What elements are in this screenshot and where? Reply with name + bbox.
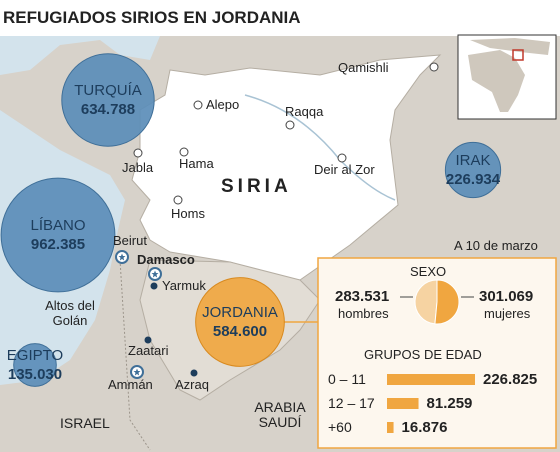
inset-eurasia [470,38,550,55]
country-label: SIRIA [221,176,292,197]
age-bar [387,398,419,409]
sex-title: SEXO [410,264,447,279]
bubble [444,141,502,199]
sea [0,36,160,75]
region-label: ARABIA SAUDÍ [254,399,306,430]
sex-name: hombres [338,306,389,321]
city-label: Beirut [113,233,147,248]
age-title: GRUPOS DE EDAD [364,347,482,362]
age-label: 0 – 11 [328,371,366,387]
capital-star [118,253,126,261]
bubble [13,343,57,387]
bubble-value: 135.030 [7,366,63,383]
bubble-value: 962.385 [30,236,86,253]
city-label: Homs [171,206,205,221]
age-bar [387,374,475,385]
age-value: 81.259 [426,395,473,412]
date-note: A 10 de marzo [454,238,538,253]
bubble-value: 584.600 [212,323,268,340]
inset-marker [512,49,524,61]
title: REFUGIADOS SIRIOS EN JORDANIA [3,8,301,27]
pie-slice [434,279,460,325]
city-label: Raqqa [285,104,324,119]
sex-value: 301.069 [479,288,534,305]
city-marker [429,62,439,72]
sex-value: 283.531 [335,288,390,305]
pie-slice [414,279,438,325]
age-label: +60 [328,419,352,435]
sex-name: mujeres [484,306,531,321]
region-label: ISRAEL [60,415,110,431]
city-label: Zaatari [128,343,169,358]
city-marker [285,120,295,130]
city-label: Qamishli [338,60,389,75]
bubble-value: 634.788 [80,101,136,118]
bubble-name: JORDANIA [202,304,278,321]
age-label: 12 – 17 [328,395,375,411]
bubble-value: 226.934 [445,171,501,188]
age-bar [387,422,394,433]
city-label: Deir al Zor [314,162,375,177]
capital-star [151,270,159,278]
bubble [61,53,155,147]
camp-marker [190,369,198,377]
city-marker [133,148,143,158]
bubble-name: TURQUÍA [74,82,142,99]
bubble [195,277,285,367]
border [119,259,151,451]
bubble-name: IRAK [455,152,491,169]
city-label: Ammán [108,377,153,392]
capital-star [133,368,141,376]
region-label: Altos del Golán [45,298,95,328]
city-label: Damasco [137,252,195,267]
bubble-name: EGIPTO [6,347,64,364]
camp-marker [144,336,152,344]
city-marker [337,153,347,163]
city-marker [193,100,203,110]
city-marker [179,147,189,157]
city-label: Hama [179,156,214,171]
city-label: Alepo [206,97,240,112]
age-value: 16.876 [401,419,448,436]
city-marker [173,195,183,205]
bubble-name: LÍBANO [30,217,86,234]
camp-marker [150,282,158,290]
inset-africa [468,50,525,112]
city-label: Jabla [122,160,154,175]
city-label: Azraq [175,377,209,392]
city-label: Yarmuk [162,278,206,293]
bubble [0,177,116,293]
age-value: 226.825 [483,371,538,388]
